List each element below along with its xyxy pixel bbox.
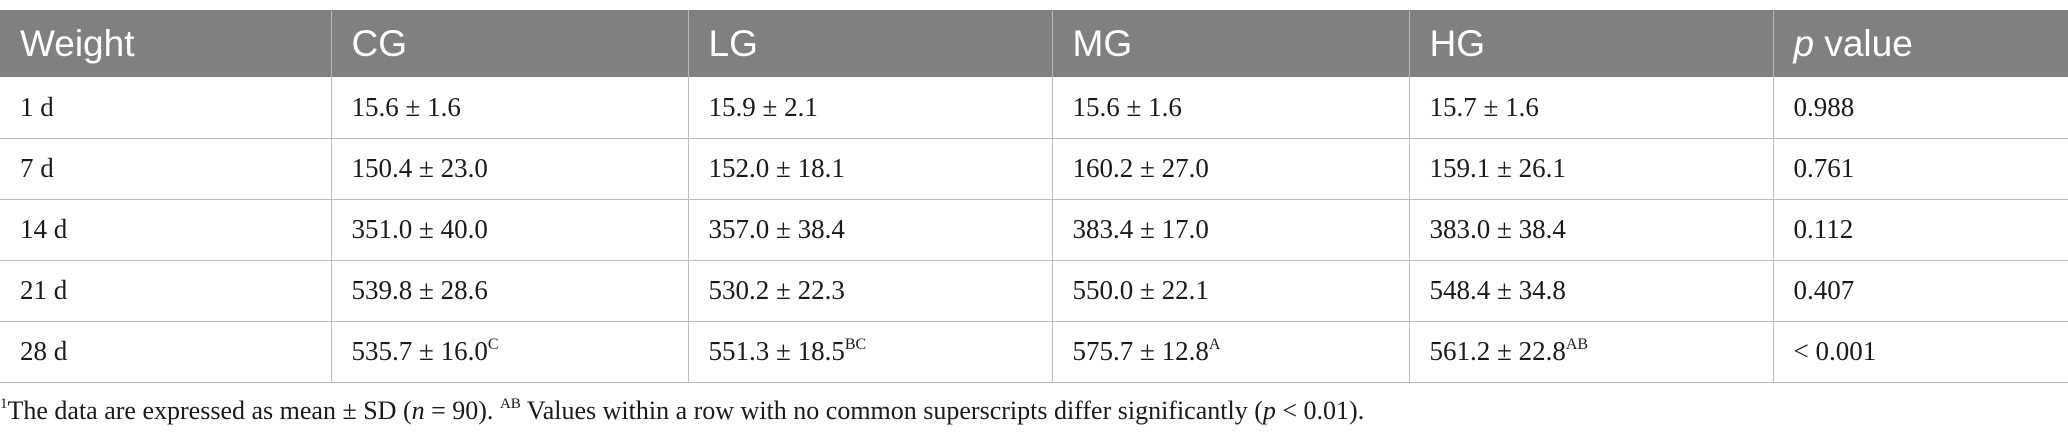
cell-value: 15.7 ± 1.6 bbox=[1429, 91, 1539, 122]
footnote-text-c: Values within a row with no common super… bbox=[520, 396, 1263, 425]
cell-superscript: C bbox=[487, 336, 499, 353]
cell-mg: 15.6 ± 1.6 bbox=[1051, 77, 1409, 139]
cell-lg: 357.0 ± 38.4 bbox=[687, 199, 1052, 261]
cell-lg: 15.9 ± 2.1 bbox=[687, 77, 1052, 139]
cell-hg: 561.2 ± 22.8AB bbox=[1408, 321, 1773, 383]
cell-value: 150.4 ± 23.0 bbox=[351, 153, 488, 183]
table-row: 28 d 535.7 ± 16.0C 551.3 ± 18.5BC 575.7 … bbox=[0, 321, 2068, 383]
cell-hg: 159.1 ± 26.1 bbox=[1408, 138, 1773, 200]
footnote-text-a: The data are expressed as mean ± SD ( bbox=[7, 396, 412, 425]
cell-superscript: AB bbox=[1565, 336, 1589, 353]
cell-lg: 530.2 ± 22.3 bbox=[687, 260, 1052, 322]
cell-value: 15.9 ± 2.1 bbox=[708, 91, 818, 122]
header-p-rest: value bbox=[1814, 22, 1913, 64]
cell-cg: 150.4 ± 23.0 bbox=[330, 138, 688, 200]
cell-p: 0.407 bbox=[1772, 260, 2068, 322]
cell-p: 0.988 bbox=[1772, 77, 2068, 139]
cell-lg: 551.3 ± 18.5BC bbox=[687, 321, 1052, 383]
table-row: 1 d 15.6 ± 1.6 15.9 ± 2.1 15.6 ± 1.6 15.… bbox=[0, 77, 2068, 139]
cell-value: 159.1 ± 26.1 bbox=[1429, 153, 1566, 183]
cell-hg: 383.0 ± 38.4 bbox=[1408, 199, 1773, 261]
cell-value: 539.8 ± 28.6 bbox=[351, 275, 488, 305]
header-p-value: p value bbox=[1772, 10, 2068, 77]
cell-cg: 15.6 ± 1.6 bbox=[330, 77, 688, 139]
table-row: 7 d 150.4 ± 23.0 152.0 ± 18.1 160.2 ± 27… bbox=[0, 138, 2068, 200]
cell-value: 357.0 ± 38.4 bbox=[708, 214, 845, 244]
header-hg: HG bbox=[1408, 10, 1773, 77]
footnote-superscript-ab: AB bbox=[499, 396, 521, 412]
cell-p: < 0.001 bbox=[1772, 321, 2068, 383]
cell-value: 575.7 ± 12.8 bbox=[1072, 336, 1209, 366]
cell-hg: 15.7 ± 1.6 bbox=[1408, 77, 1773, 139]
cell-cg: 539.8 ± 28.6 bbox=[330, 260, 688, 322]
cell-mg: 383.4 ± 17.0 bbox=[1051, 199, 1409, 261]
cell-mg: 575.7 ± 12.8A bbox=[1051, 321, 1409, 383]
cell-cg: 351.0 ± 40.0 bbox=[330, 199, 688, 261]
footnote-p: p bbox=[1262, 396, 1276, 425]
cell-value: 383.0 ± 38.4 bbox=[1429, 214, 1566, 244]
cell-cg: 535.7 ± 16.0C bbox=[330, 321, 688, 383]
cell-superscript: BC bbox=[844, 336, 867, 353]
header-p-italic: p bbox=[1793, 22, 1815, 64]
cell-p: 0.112 bbox=[1772, 199, 2068, 261]
cell-superscript: A bbox=[1208, 336, 1221, 353]
cell-value: 15.6 ± 1.6 bbox=[351, 91, 461, 122]
header-mg: MG bbox=[1051, 10, 1409, 77]
cell-day: 14 d bbox=[0, 199, 331, 261]
cell-value: 551.3 ± 18.5 bbox=[708, 336, 845, 366]
cell-value: 535.7 ± 16.0 bbox=[351, 336, 488, 366]
cell-day: 7 d bbox=[0, 138, 331, 200]
header-lg: LG bbox=[687, 10, 1052, 77]
cell-value: 561.2 ± 22.8 bbox=[1429, 336, 1566, 366]
cell-p: 0.761 bbox=[1772, 138, 2068, 200]
cell-day: 28 d bbox=[0, 321, 331, 383]
cell-value: 550.0 ± 22.1 bbox=[1072, 275, 1209, 305]
footnote-text-d: < 0.01). bbox=[1275, 396, 1365, 425]
cell-day: 1 d bbox=[0, 77, 331, 139]
cell-mg: 160.2 ± 27.0 bbox=[1051, 138, 1409, 200]
cell-value: 152.0 ± 18.1 bbox=[708, 153, 845, 183]
header-cg: CG bbox=[330, 10, 688, 77]
cell-hg: 548.4 ± 34.8 bbox=[1408, 260, 1773, 322]
header-row: Weight CG LG MG HG p value bbox=[0, 10, 2068, 77]
table-row: 14 d 351.0 ± 40.0 357.0 ± 38.4 383.4 ± 1… bbox=[0, 199, 2068, 261]
cell-lg: 152.0 ± 18.1 bbox=[687, 138, 1052, 200]
header-weight: Weight bbox=[0, 10, 331, 77]
footnote-n: n bbox=[411, 396, 425, 425]
table-row: 21 d 539.8 ± 28.6 530.2 ± 22.3 550.0 ± 2… bbox=[0, 260, 2068, 322]
cell-value: 15.6 ± 1.6 bbox=[1072, 91, 1182, 122]
cell-value: 530.2 ± 22.3 bbox=[708, 275, 845, 305]
cell-value: 160.2 ± 27.0 bbox=[1072, 153, 1209, 183]
footnote-marker: 1 bbox=[0, 396, 8, 412]
cell-day: 21 d bbox=[0, 260, 331, 322]
cell-value: 351.0 ± 40.0 bbox=[351, 214, 488, 244]
cell-value: 383.4 ± 17.0 bbox=[1072, 214, 1209, 244]
table-footnote: 1The data are expressed as mean ± SD (n … bbox=[0, 396, 2068, 426]
footnote-text-b: = 90). bbox=[424, 396, 500, 425]
cell-value: 548.4 ± 34.8 bbox=[1429, 275, 1566, 305]
cell-mg: 550.0 ± 22.1 bbox=[1051, 260, 1409, 322]
weight-table: Weight CG LG MG HG p value 1 d 15.6 ± 1.… bbox=[0, 10, 2068, 383]
